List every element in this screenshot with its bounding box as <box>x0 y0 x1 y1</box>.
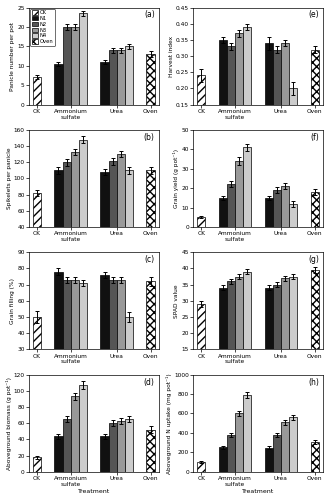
Text: (h): (h) <box>308 378 319 386</box>
Bar <box>219 448 227 471</box>
Bar <box>197 462 205 471</box>
Bar <box>125 419 133 472</box>
Bar <box>235 161 243 227</box>
Bar <box>125 170 133 260</box>
Bar <box>79 385 87 472</box>
Bar <box>289 88 297 153</box>
Bar <box>273 50 281 153</box>
Bar <box>273 190 281 227</box>
Bar <box>100 172 109 260</box>
Bar <box>243 148 251 227</box>
Bar <box>227 184 235 227</box>
Bar <box>33 457 41 471</box>
Bar <box>117 154 125 260</box>
Bar <box>63 280 71 398</box>
Bar <box>146 282 155 398</box>
Bar <box>125 46 133 104</box>
Bar <box>243 272 251 398</box>
Bar <box>273 284 281 398</box>
Y-axis label: Panicle number per pot: Panicle number per pot <box>10 22 15 90</box>
Bar <box>146 54 155 104</box>
Bar <box>54 272 63 398</box>
Y-axis label: Grain filling (%): Grain filling (%) <box>10 278 15 324</box>
Bar <box>71 280 79 398</box>
X-axis label: Treatment: Treatment <box>242 490 274 494</box>
Text: (d): (d) <box>144 378 155 386</box>
Bar <box>235 414 243 472</box>
Bar <box>71 152 79 260</box>
Bar <box>146 430 155 472</box>
Bar <box>243 27 251 153</box>
Text: (g): (g) <box>308 255 319 264</box>
Bar <box>235 34 243 153</box>
Y-axis label: Grain yield (g pot⁻¹): Grain yield (g pot⁻¹) <box>173 149 180 208</box>
Bar <box>100 436 109 472</box>
Text: (a): (a) <box>144 10 155 20</box>
Bar <box>227 46 235 153</box>
Bar <box>63 162 71 260</box>
Bar <box>117 50 125 104</box>
Bar <box>33 193 41 260</box>
Y-axis label: Aboveground N uptake (mg pot⁻¹): Aboveground N uptake (mg pot⁻¹) <box>166 373 172 474</box>
Text: (c): (c) <box>145 255 155 264</box>
Bar <box>265 43 273 153</box>
Bar <box>79 140 87 260</box>
Bar <box>71 27 79 104</box>
Bar <box>227 282 235 398</box>
Bar <box>63 27 71 104</box>
Bar <box>33 78 41 104</box>
Bar <box>125 317 133 398</box>
Bar <box>54 170 63 260</box>
Bar <box>311 50 319 153</box>
Bar <box>117 420 125 472</box>
Bar <box>146 170 155 260</box>
Bar <box>109 280 117 398</box>
Legend: CK, N1, N2, N3, N4, Oven: CK, N1, N2, N3, N4, Oven <box>30 8 55 46</box>
Bar <box>273 436 281 472</box>
Bar <box>289 276 297 398</box>
Y-axis label: Aboveground biomass (g pot⁻¹): Aboveground biomass (g pot⁻¹) <box>6 376 12 470</box>
Y-axis label: Harvest index: Harvest index <box>169 36 174 76</box>
Bar <box>311 270 319 398</box>
Bar <box>109 162 117 260</box>
Bar <box>117 280 125 398</box>
Bar <box>281 43 289 153</box>
Text: (e): (e) <box>308 10 319 20</box>
Bar <box>109 423 117 472</box>
Bar <box>281 422 289 472</box>
Bar <box>311 442 319 472</box>
Bar <box>227 435 235 472</box>
Bar <box>100 62 109 104</box>
Bar <box>54 436 63 472</box>
Text: (b): (b) <box>144 133 155 142</box>
Y-axis label: Spikelets per panicle: Spikelets per panicle <box>7 148 12 210</box>
Bar <box>79 14 87 104</box>
Bar <box>265 288 273 398</box>
Bar <box>289 204 297 227</box>
Bar <box>243 395 251 471</box>
Bar <box>281 278 289 398</box>
Bar <box>79 283 87 398</box>
Bar <box>197 218 205 227</box>
Bar <box>265 198 273 227</box>
Bar <box>197 76 205 153</box>
Bar <box>100 275 109 398</box>
Bar <box>63 419 71 472</box>
Bar <box>265 448 273 471</box>
Bar <box>281 186 289 227</box>
Bar <box>219 288 227 398</box>
Bar <box>33 317 41 398</box>
Bar <box>54 64 63 104</box>
Text: (f): (f) <box>310 133 319 142</box>
Bar <box>71 396 79 471</box>
Y-axis label: SPAD value: SPAD value <box>174 284 180 318</box>
X-axis label: Treatment: Treatment <box>78 490 110 494</box>
Bar <box>235 276 243 398</box>
Bar <box>311 192 319 227</box>
Bar <box>219 40 227 153</box>
Bar <box>219 198 227 227</box>
Bar <box>289 418 297 472</box>
Bar <box>109 50 117 104</box>
Bar <box>197 304 205 398</box>
